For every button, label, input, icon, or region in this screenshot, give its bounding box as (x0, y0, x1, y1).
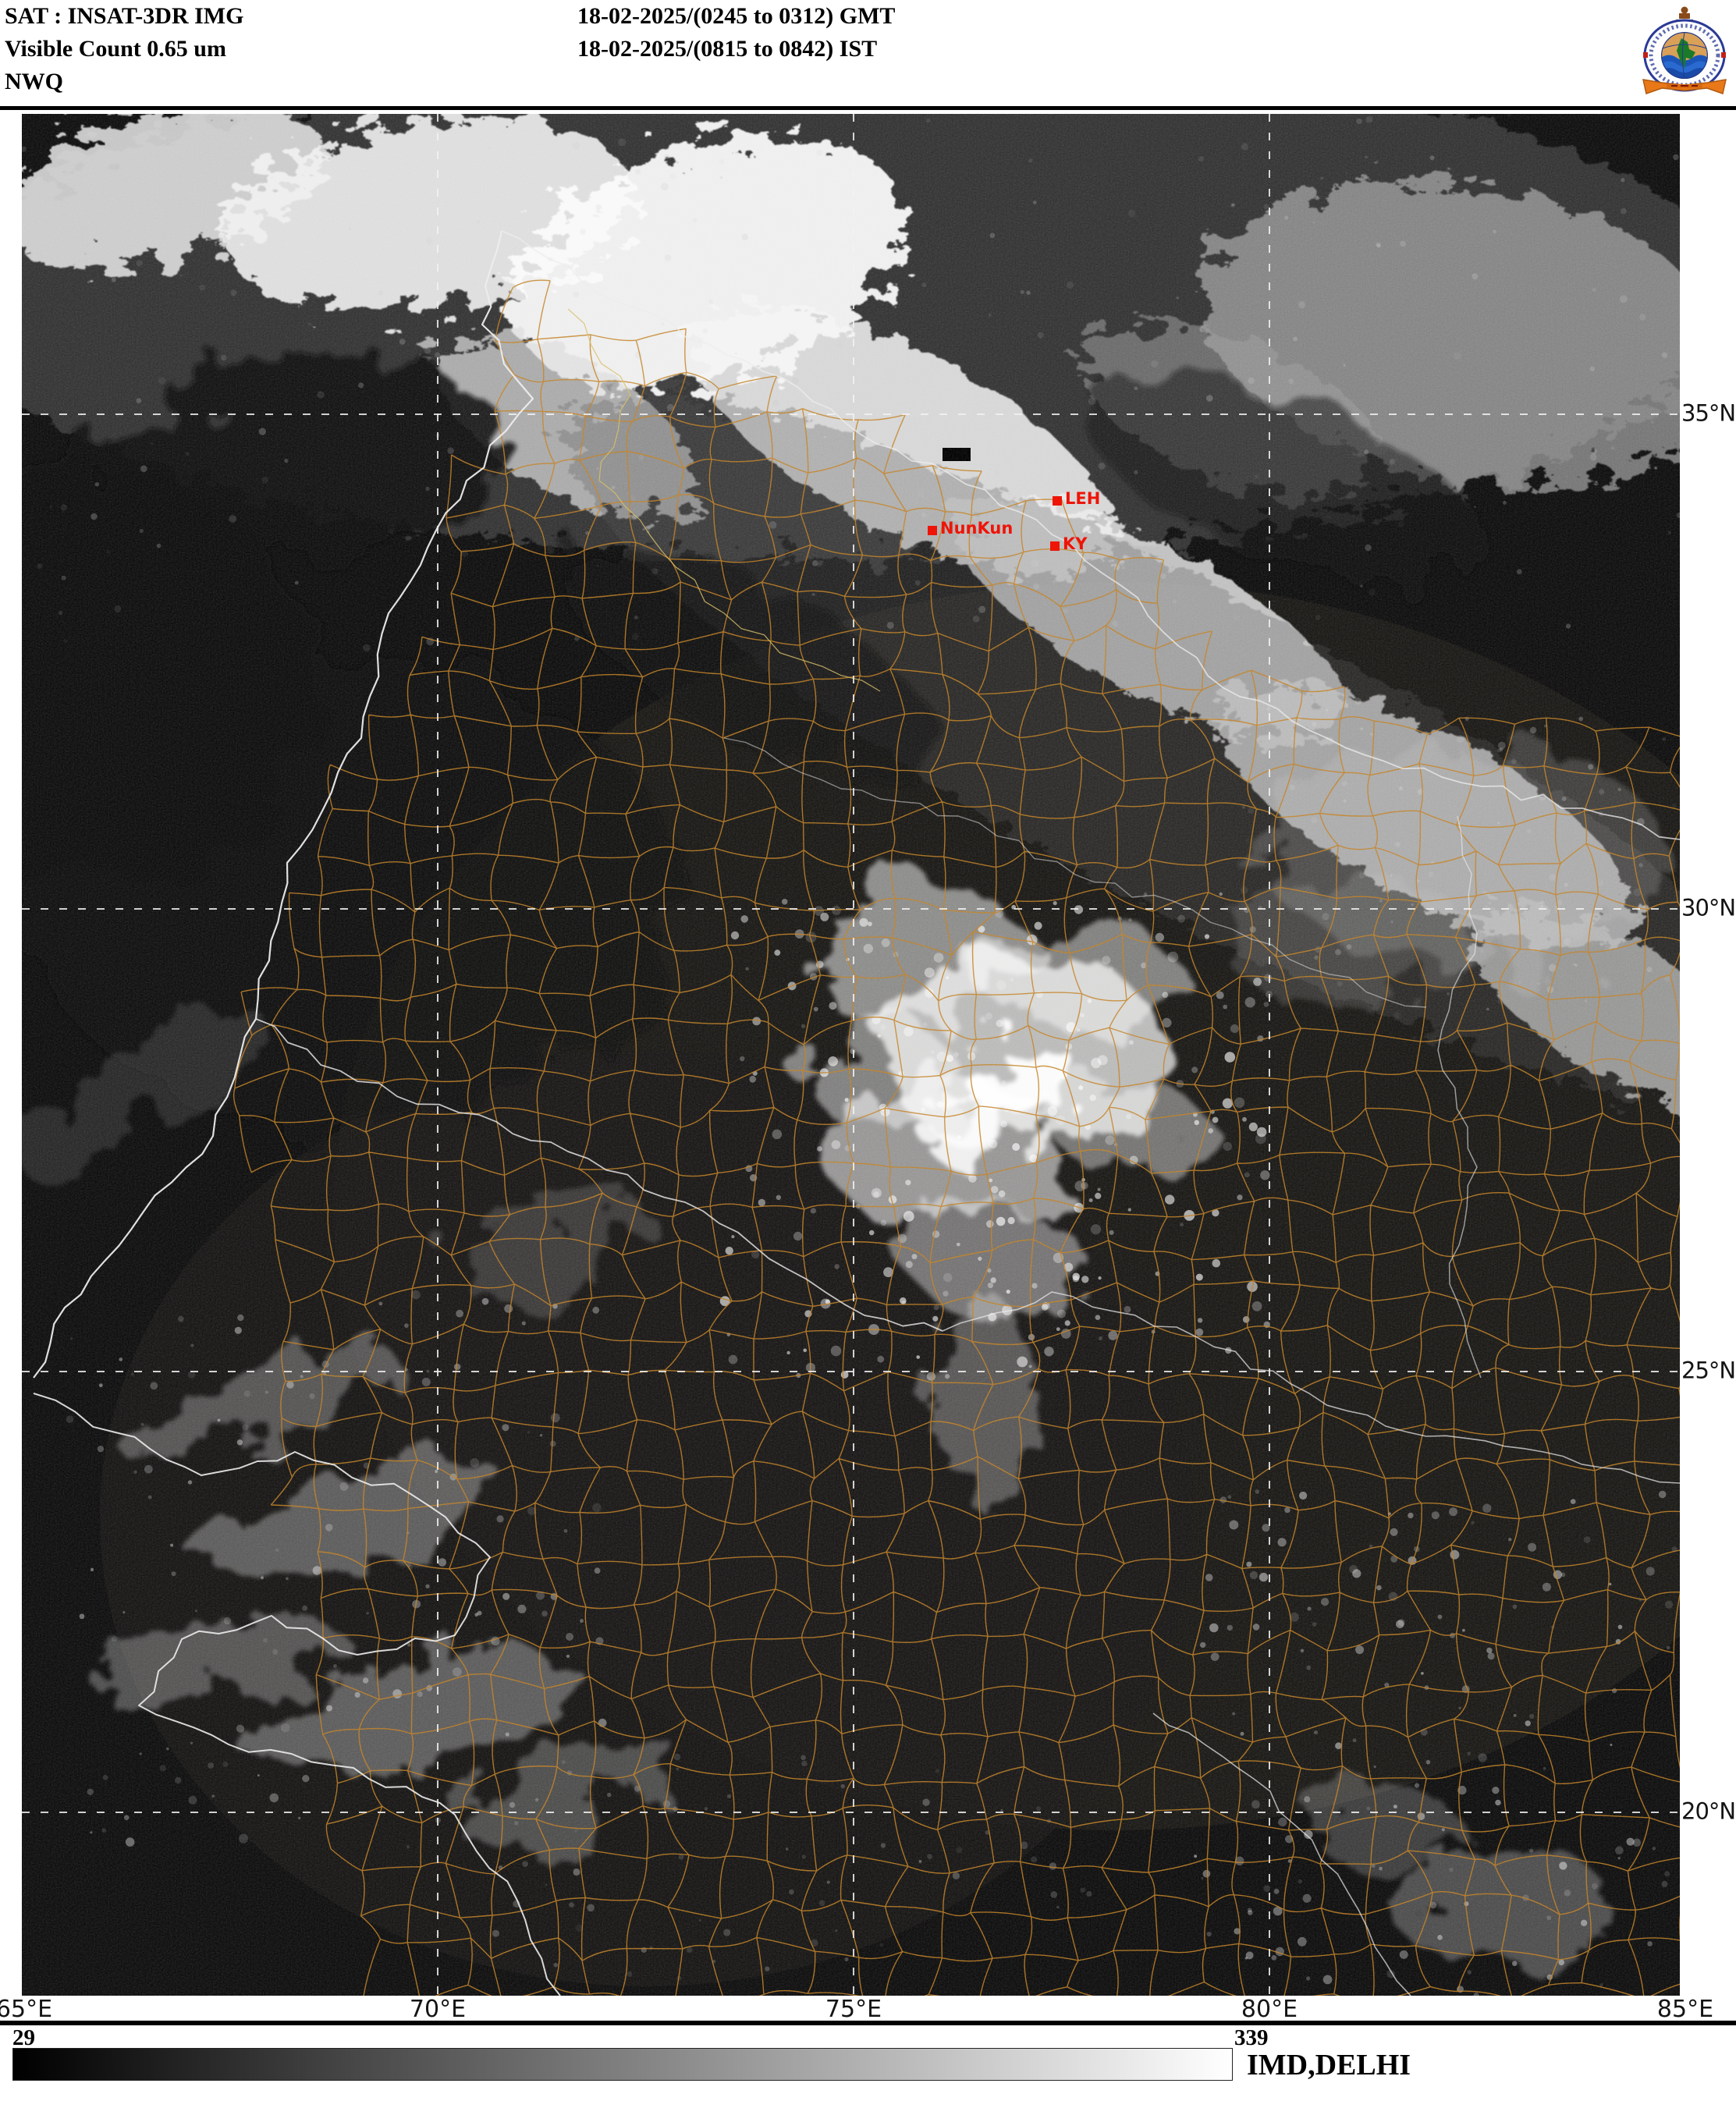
satellite-image-canvas: NunKun LEH KY (22, 114, 1680, 1996)
lat-label-30n: 30°N (1681, 894, 1736, 921)
grayscale-colorbar (12, 2048, 1233, 2081)
timestamp-gmt: 18-02-2025/(0245 to 0312) GMT (577, 3, 896, 29)
sector-label: NWQ (5, 69, 63, 94)
lat-label-20n: 20°N (1681, 1798, 1736, 1825)
lon-label-75e: 75°E (825, 1996, 882, 2023)
station-markers: NunKun LEH KY (928, 489, 1100, 553)
district-boundaries (233, 279, 1680, 1996)
channel-title: Visible Count 0.65 um (5, 36, 226, 62)
credit-label: IMD,DELHI (1247, 2049, 1411, 2081)
lon-label-70e: 70°E (409, 1996, 467, 2023)
station-marker-nunkun: NunKun (928, 519, 1013, 538)
sensor-grain-overlay (22, 114, 1680, 1996)
lon-label-80e: 80°E (1241, 1996, 1298, 2023)
state-boundaries (33, 230, 1680, 1996)
logo-banner (1642, 79, 1727, 94)
latlon-grid (22, 114, 1680, 1996)
station-marker-leh: LEH (1053, 489, 1100, 508)
lat-label-35n: 35°N (1681, 399, 1736, 427)
station-marker-label: NunKun (940, 519, 1013, 538)
lon-label-85e: 85°E (1656, 1996, 1714, 2023)
satellite-title: SAT : INSAT-3DR IMG (5, 3, 244, 29)
colorbar-max-label: 339 (1234, 2025, 1269, 2050)
timestamp-ist: 18-02-2025/(0815 to 0842) IST (577, 36, 878, 62)
lon-label-65e: 65°E (0, 1996, 53, 2023)
lat-label-25n: 25°N (1681, 1357, 1736, 1384)
imd-logo-icon (1642, 6, 1727, 94)
station-marker-ky: KY (1050, 534, 1088, 553)
colorbar-min-label: 29 (12, 2025, 35, 2050)
header-divider (0, 106, 1736, 110)
footer-divider (0, 2021, 1736, 2025)
station-marker-label: KY (1063, 534, 1088, 553)
small-cloud-speckles (22, 114, 1680, 1996)
station-marker-label: LEH (1065, 489, 1100, 508)
